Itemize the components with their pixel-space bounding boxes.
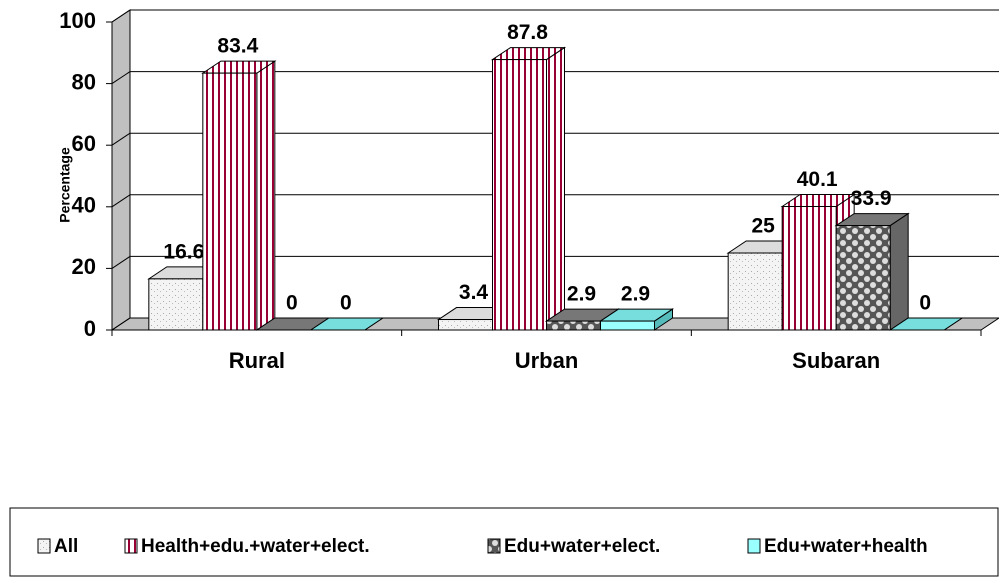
y-tick-label: 40 <box>72 193 96 218</box>
bar <box>438 319 493 331</box>
data-label: 0 <box>340 292 352 315</box>
bar <box>546 320 601 331</box>
bar-top <box>309 317 385 331</box>
bar-side <box>889 212 909 331</box>
legend-swatch <box>37 538 51 554</box>
grid-line <box>111 9 131 23</box>
data-label: 2.9 <box>621 283 650 306</box>
data-label: 0 <box>286 292 298 315</box>
y-axis-label: Percentage <box>57 147 73 223</box>
legend-swatch <box>487 538 501 554</box>
grid-line <box>111 194 131 208</box>
data-label: 25 <box>751 215 775 238</box>
bar <box>148 278 204 331</box>
data-label: 16.6 <box>163 240 204 263</box>
legend-label: Edu+water+health <box>764 536 928 557</box>
grid-line <box>111 255 131 269</box>
legend-box <box>9 507 999 577</box>
grid-line <box>111 317 131 331</box>
bar <box>600 320 655 331</box>
bar <box>835 225 891 331</box>
legend-swatch <box>124 538 138 554</box>
data-label: 87.8 <box>507 21 548 44</box>
data-label: 0 <box>919 292 931 315</box>
y-tick-label: 100 <box>59 8 96 33</box>
bar-top <box>888 317 964 331</box>
x-tick-label: Urban <box>515 348 579 373</box>
x-tick-label: Rural <box>229 348 285 373</box>
legend-swatch <box>747 538 761 554</box>
bar-side <box>256 60 276 331</box>
bar <box>727 252 783 331</box>
legend-label: Edu+water+elect. <box>504 536 660 557</box>
legend-label: All <box>54 536 78 557</box>
legend-label: Health+edu.+water+elect. <box>141 536 370 557</box>
x-tick-label: Subaran <box>792 348 880 373</box>
grid-line <box>111 71 131 85</box>
grid-line <box>111 132 131 146</box>
bar <box>202 72 258 331</box>
bar <box>492 59 547 331</box>
y-tick-label: 60 <box>72 131 96 156</box>
data-label: 2.9 <box>567 283 596 306</box>
y-tick-label: 0 <box>84 316 96 341</box>
data-label: 33.9 <box>851 187 892 210</box>
y-tick-label: 20 <box>72 254 96 279</box>
data-label: 40.1 <box>797 168 838 191</box>
side-wall <box>111 9 131 331</box>
bar <box>781 205 837 331</box>
data-label: 83.4 <box>217 35 258 58</box>
y-tick-label: 80 <box>72 69 96 94</box>
bar-side <box>546 46 565 331</box>
data-label: 3.4 <box>459 281 489 304</box>
